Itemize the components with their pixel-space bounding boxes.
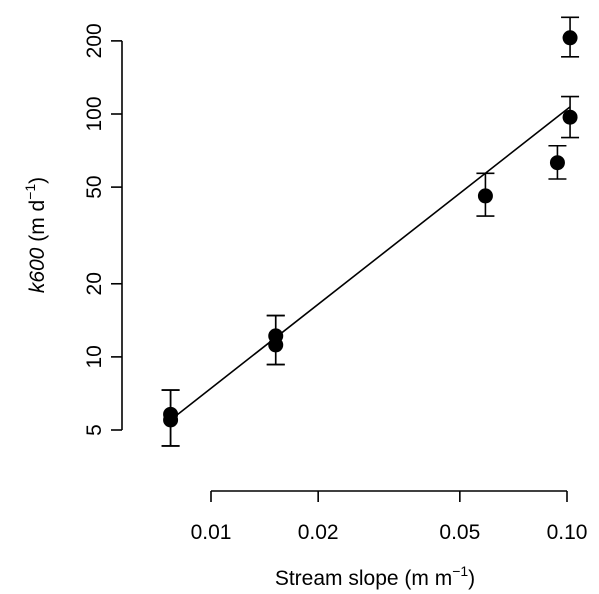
data-point: [549, 155, 565, 171]
data-points: [163, 30, 578, 428]
y-tick-label: 10: [83, 345, 106, 368]
y-axis-title: k600 (m d−1): [22, 177, 49, 293]
y-tick-label: 100: [83, 96, 106, 131]
x-axis-title: Stream slope (m m−1): [275, 563, 475, 590]
x-axis: 0.01 0.02 0.05 0.10: [191, 490, 588, 544]
y-tick-label: 50: [83, 175, 106, 198]
fit-layer: [170, 106, 571, 421]
data-point: [562, 109, 578, 125]
data-point: [268, 337, 284, 353]
x-tick-label: 0.05: [439, 521, 480, 544]
y-tick-label: 5: [83, 424, 106, 436]
x-tick-label: 0.10: [547, 521, 588, 544]
x-tick-label: 0.02: [298, 521, 339, 544]
data-point: [477, 188, 493, 204]
y-tick-label: 200: [83, 23, 106, 58]
y-tick-label: 20: [83, 272, 106, 295]
x-tick-label: 0.01: [191, 521, 232, 544]
data-point: [163, 412, 179, 428]
y-axis: 5 10 20 50 100 200: [83, 23, 123, 436]
data-point: [562, 30, 578, 46]
error-bars: [161, 16, 580, 447]
regression-line: [170, 106, 571, 421]
